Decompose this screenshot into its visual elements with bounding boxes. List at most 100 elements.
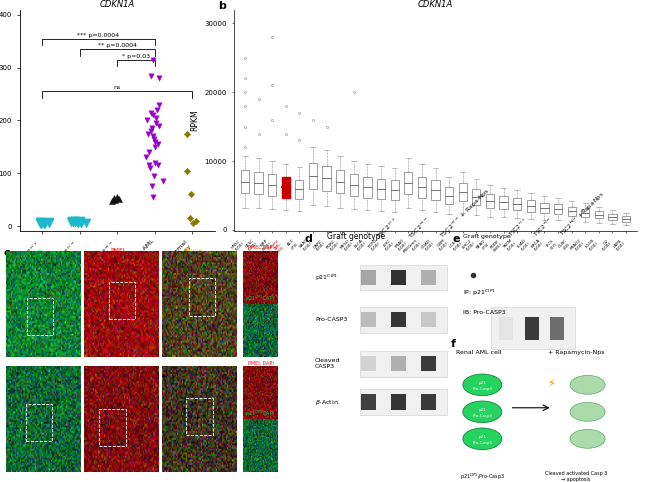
Bar	[361, 270, 376, 285]
Point	[146, 127, 157, 135]
Bar	[499, 196, 508, 209]
Point	[151, 119, 161, 127]
Point	[153, 140, 163, 148]
Ellipse shape	[463, 374, 502, 396]
Text: + Rapamycin-Nps: + Rapamycin-Nps	[548, 350, 604, 355]
Text: d: d	[304, 234, 313, 244]
Text: Graft genotype: Graft genotype	[463, 234, 510, 239]
Point	[150, 172, 160, 180]
Title: PMEL DAPI: PMEL DAPI	[248, 361, 274, 366]
Bar	[421, 312, 436, 327]
Point	[144, 161, 154, 169]
Bar	[295, 180, 304, 199]
Point	[153, 74, 164, 82]
Bar	[109, 282, 135, 319]
Bar	[459, 183, 467, 201]
Bar	[391, 356, 406, 372]
Point	[148, 56, 159, 64]
Text: Pro-Casp3: Pro-Casp3	[473, 441, 492, 445]
Bar	[360, 351, 447, 376]
Text: TSC2$^{-/-}$: TSC2$^{-/-}$	[406, 215, 432, 241]
Bar	[404, 172, 412, 194]
Point	[150, 138, 161, 146]
Point	[186, 190, 196, 198]
Bar	[188, 279, 215, 316]
Bar	[540, 202, 549, 213]
Bar	[581, 209, 590, 217]
Bar	[513, 198, 521, 210]
Point	[142, 130, 153, 137]
Text: c: c	[3, 248, 10, 258]
Point	[153, 161, 163, 169]
Point	[40, 220, 50, 228]
Point	[44, 219, 54, 227]
Point	[158, 177, 168, 185]
Bar	[350, 174, 358, 196]
Text: TSC2$^{-/-}$: TSC2$^{-/-}$	[532, 215, 556, 239]
Point	[152, 106, 162, 114]
Point	[66, 217, 77, 225]
Point	[148, 193, 159, 201]
Bar	[361, 356, 376, 372]
Bar	[486, 194, 494, 208]
Text: Pro-Casp3: Pro-Casp3	[473, 387, 492, 391]
Bar	[336, 170, 344, 193]
Point	[144, 164, 155, 172]
Text: p21: p21	[478, 381, 486, 386]
Ellipse shape	[570, 402, 605, 421]
Point	[147, 183, 157, 190]
Point	[34, 220, 45, 228]
Point	[146, 72, 156, 80]
Point	[68, 218, 79, 226]
Point	[140, 154, 151, 161]
Bar	[99, 409, 125, 446]
Text: IP: p21$^{CIP1}$: IP: p21$^{CIP1}$	[463, 287, 496, 298]
Point	[75, 217, 85, 225]
Text: Pro-CASP3: Pro-CASP3	[315, 317, 347, 322]
Bar	[391, 180, 398, 200]
Point	[34, 218, 45, 226]
Point	[70, 217, 80, 225]
Point	[114, 195, 124, 202]
Bar	[595, 211, 603, 218]
Bar	[526, 200, 535, 212]
Text: ns: ns	[113, 85, 121, 91]
Point	[149, 135, 159, 143]
Bar	[240, 170, 249, 193]
Text: TSC2$^{+/+}$: TSC2$^{+/+}$	[506, 215, 530, 239]
Point	[188, 220, 199, 228]
Text: *** p=0.0004: *** p=0.0004	[77, 33, 120, 38]
Bar	[360, 389, 447, 415]
Bar	[421, 270, 436, 285]
Point	[143, 148, 153, 156]
Point	[109, 194, 120, 201]
Bar	[377, 179, 385, 199]
Bar	[567, 207, 576, 216]
Text: Cleaved activated Casp 3
→ apoptosis: Cleaved activated Casp 3 → apoptosis	[545, 471, 607, 482]
Text: p21$^{CIP1}$/Pro-Casp3
complexes: p21$^{CIP1}$/Pro-Casp3 complexes	[460, 471, 505, 482]
Point	[109, 196, 120, 203]
Point	[70, 218, 81, 226]
Text: e: e	[452, 234, 460, 244]
Point	[148, 124, 158, 132]
Text: f: f	[451, 339, 456, 349]
Title: p21$^{CIP1}$DAPI: p21$^{CIP1}$DAPI	[246, 409, 276, 419]
Text: b: b	[218, 1, 226, 11]
Ellipse shape	[463, 428, 502, 450]
Bar	[254, 172, 263, 194]
Bar	[360, 265, 447, 291]
Text: p21: p21	[478, 408, 486, 413]
Point	[75, 220, 86, 228]
Bar	[281, 177, 290, 198]
Point	[36, 220, 46, 228]
Text: ** p=0.0004: ** p=0.0004	[98, 43, 136, 48]
Point	[39, 220, 49, 228]
Point	[181, 130, 192, 137]
Point	[154, 101, 164, 108]
Title: CDKN1A: CDKN1A	[418, 0, 453, 9]
Point	[150, 143, 161, 151]
Text: Renal AML cell: Renal AML cell	[456, 350, 501, 355]
Bar	[27, 298, 53, 335]
Bar	[391, 312, 406, 327]
Point	[112, 193, 123, 201]
